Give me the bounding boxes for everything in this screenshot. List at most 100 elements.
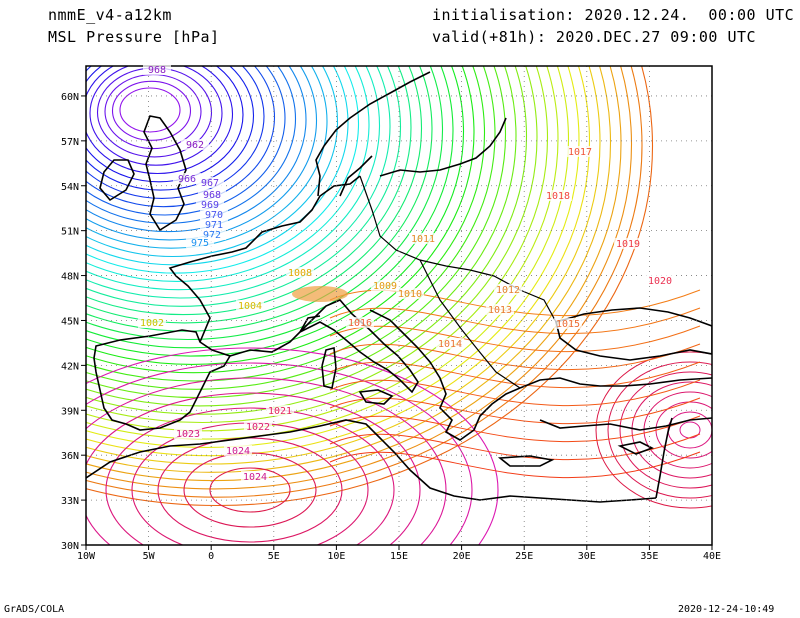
isobar [329, 343, 701, 371]
isobar [86, 66, 380, 291]
lat-tick-label: 60N [61, 92, 79, 103]
isobar [86, 66, 538, 415]
contour-label: 1009 [373, 281, 397, 292]
isobar [329, 289, 701, 317]
contour-label: 1014 [438, 339, 462, 350]
contour-label: 1018 [546, 191, 570, 202]
isobar [86, 66, 328, 249]
isobar [86, 66, 339, 258]
isobar [86, 66, 265, 199]
isobar [86, 66, 590, 457]
contour-label: 1015 [556, 319, 580, 330]
isobar [329, 361, 701, 389]
isobar [86, 66, 318, 241]
isobar [619, 371, 712, 489]
lat-tick-label: 33N [61, 496, 79, 507]
contour-label: 1016 [348, 318, 372, 329]
isobar [183, 452, 317, 528]
isobar [86, 66, 401, 307]
contour-label: 1013 [488, 305, 512, 316]
isobar [86, 66, 601, 465]
render-timestamp: 2020-12-24-10:49 [678, 604, 775, 615]
lat-tick-label: 54N [61, 182, 79, 193]
isobar [86, 66, 391, 299]
lon-tick-label: 5E [268, 551, 280, 562]
lon-tick-label: 10W [77, 551, 96, 562]
variable-name: MSL Pressure [hPa] [48, 28, 220, 46]
isobar [104, 74, 202, 150]
contour-label: 1024 [226, 446, 250, 457]
lon-tick-label: 30E [578, 551, 596, 562]
contour-label: 1020 [648, 276, 672, 287]
isobar [86, 66, 286, 216]
isobar [86, 66, 422, 324]
contour-label: 966 [178, 174, 196, 185]
valid-time: valid(+81h): 2020.DEC.27 09:00 UTC [432, 28, 757, 46]
contour-label: 967 [201, 178, 219, 189]
contour-label: 1019 [616, 239, 640, 250]
isobar [86, 66, 569, 440]
isobar [329, 433, 701, 461]
lat-tick-label: 48N [61, 272, 79, 283]
lat-tick-label: 36N [61, 451, 79, 462]
isobar [105, 407, 395, 545]
isobar [329, 451, 701, 479]
isobar [86, 66, 464, 357]
lon-tick-label: 25E [515, 551, 533, 562]
isobar [86, 66, 580, 448]
isobar [86, 66, 559, 432]
isobar [86, 66, 643, 498]
isobar [86, 377, 447, 545]
isobar [86, 66, 475, 365]
contour-label: 968 [148, 65, 166, 76]
isobar [86, 66, 443, 340]
contour-label: 1011 [411, 234, 435, 245]
lon-tick-label: 0 [208, 551, 214, 562]
isobar [209, 467, 291, 513]
contour-label: 1017 [568, 147, 592, 158]
isobar [119, 87, 181, 133]
contour-label: 1024 [243, 472, 267, 483]
contour-label: 1004 [238, 301, 262, 312]
isobar [86, 66, 496, 382]
lat-tick-label: 45N [61, 316, 79, 327]
lat-tick-label: 51N [61, 227, 79, 238]
contour-label: 1010 [398, 289, 422, 300]
isobar [86, 66, 349, 266]
isobar [89, 66, 223, 166]
lat-tick-label: 42N [61, 361, 79, 372]
isobar [86, 362, 473, 545]
isobar [111, 80, 192, 141]
isobar [86, 392, 421, 545]
lon-tick-label: 5W [143, 551, 156, 562]
isobar [86, 66, 276, 208]
contour-label: 969 [201, 200, 219, 211]
isobar [631, 381, 712, 479]
lon-tick-label: 40E [703, 551, 721, 562]
contour-label: 1023 [176, 429, 200, 440]
lat-tick-label: 30N [61, 541, 79, 552]
model-name: nmmE_v4-a12km [48, 6, 172, 24]
contour-label: 972 [203, 230, 221, 241]
isobar [86, 66, 548, 423]
isobar [86, 66, 611, 473]
isobar [86, 66, 307, 233]
isobar [86, 66, 370, 282]
isobar [86, 66, 506, 390]
isobar [595, 351, 712, 509]
contour-label: 975 [191, 238, 209, 249]
isobar [86, 66, 632, 490]
lon-tick-label: 10E [327, 551, 345, 562]
software-credit: GrADS/COLA [4, 604, 65, 615]
contour-label: 962 [186, 140, 204, 151]
contour-label: 1021 [268, 406, 292, 417]
lon-tick-label: 35E [640, 551, 658, 562]
isobar [86, 66, 517, 399]
isobar [607, 361, 712, 499]
contour-label: 1012 [496, 285, 520, 296]
isobar [86, 66, 653, 506]
isobar [86, 66, 454, 349]
coastline-layer [86, 71, 712, 503]
